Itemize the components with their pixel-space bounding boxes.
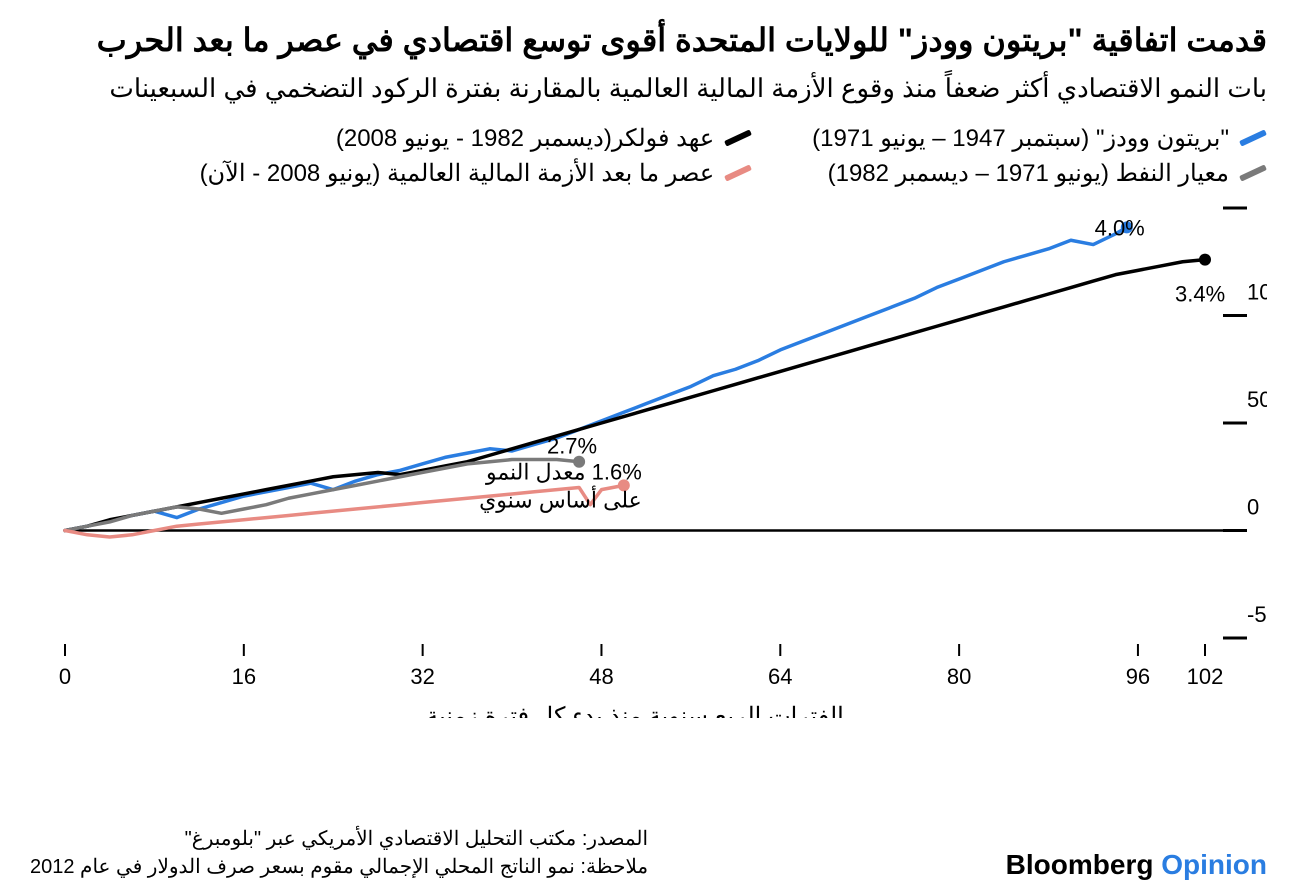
svg-text:100: 100 xyxy=(1247,279,1267,304)
footer: Bloomberg Opinion المصدر: مكتب التحليل ا… xyxy=(30,825,1267,881)
legend-item: معيار النفط (يونيو 1971 – ديسمبر 1982) xyxy=(812,159,1267,188)
brand-opinion: Opinion xyxy=(1161,849,1267,880)
svg-text:96: 96 xyxy=(1126,664,1150,689)
svg-text:على أساس سنوي: على أساس سنوي xyxy=(479,484,642,513)
svg-text:1.6% معدل النمو: 1.6% معدل النمو xyxy=(485,459,642,485)
legend-item: "بريتون وودز" (سبتمبر 1947 – يونيو 1971) xyxy=(812,124,1267,153)
legend-label: معيار النفط (يونيو 1971 – ديسمبر 1982) xyxy=(828,159,1229,188)
legend-swatch xyxy=(724,165,752,182)
svg-text:50-: 50- xyxy=(1247,602,1267,627)
svg-text:80: 80 xyxy=(947,664,971,689)
svg-text:32: 32 xyxy=(410,664,434,689)
legend-swatch xyxy=(724,130,752,147)
legend-label: "بريتون وودز" (سبتمبر 1947 – يونيو 1971) xyxy=(812,124,1229,153)
svg-text:4.0%: 4.0% xyxy=(1095,215,1145,240)
source-line: المصدر: مكتب التحليل الاقتصادي الأمريكي … xyxy=(30,825,648,853)
svg-text:102: 102 xyxy=(1187,664,1224,689)
legend-label: عهد فولكر(ديسمبر 1982 - يونيو 2008) xyxy=(336,124,714,153)
legend: "بريتون وودز" (سبتمبر 1947 – يونيو 1971)… xyxy=(30,124,1267,188)
svg-text:2.7%: 2.7% xyxy=(547,434,597,459)
svg-text:64: 64 xyxy=(768,664,792,689)
svg-text:16: 16 xyxy=(232,664,256,689)
legend-swatch xyxy=(1239,130,1267,147)
chart-subtitle: بات النمو الاقتصادي أكثر ضعفاً منذ وقوع … xyxy=(30,70,1267,106)
legend-item: عصر ما بعد الأزمة المالية العالمية (يوني… xyxy=(200,159,753,188)
legend-swatch xyxy=(1239,165,1267,182)
note-line: ملاحظة: نمو الناتج المحلي الإجمالي مقوم … xyxy=(30,853,648,881)
svg-text:3.4%: 3.4% xyxy=(1175,282,1225,307)
svg-text:50: 50 xyxy=(1247,387,1267,412)
brand-logo: Bloomberg Opinion xyxy=(1006,849,1267,881)
chart-title: قدمت اتفاقية "بريتون وودز" للولايات المت… xyxy=(30,20,1267,62)
legend-label: عصر ما بعد الأزمة المالية العالمية (يوني… xyxy=(200,159,715,188)
svg-text:0: 0 xyxy=(59,664,71,689)
chart-area: 50-050100%1500163248648096102الفترات الر… xyxy=(30,198,1267,718)
brand-bloomberg: Bloomberg xyxy=(1006,849,1154,880)
svg-text:48: 48 xyxy=(589,664,613,689)
legend-item: عهد فولكر(ديسمبر 1982 - يونيو 2008) xyxy=(200,124,753,153)
svg-text:الفترات الربع سنوية منذ بدء كل: الفترات الربع سنوية منذ بدء كل فترة زمني… xyxy=(426,703,844,718)
footer-text: المصدر: مكتب التحليل الاقتصادي الأمريكي … xyxy=(30,825,648,881)
svg-text:0: 0 xyxy=(1247,494,1259,519)
